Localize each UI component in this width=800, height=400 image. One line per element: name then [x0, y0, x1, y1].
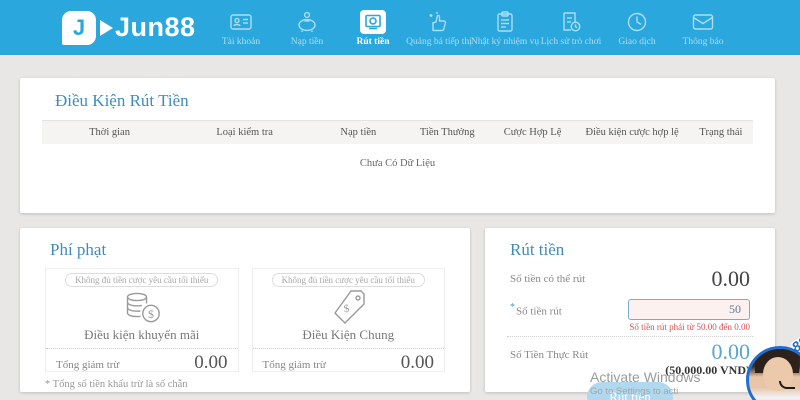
available-amount-label: Số tiền có thể rút: [510, 273, 586, 285]
support-chat-widget[interactable]: Jun88.c: [740, 326, 800, 400]
divider: [42, 120, 753, 121]
withdraw-submit-button[interactable]: Rút tiền: [587, 382, 673, 400]
promotion-icon: [427, 9, 451, 35]
logo-j-icon: J: [62, 10, 96, 45]
clipboard-icon: [494, 9, 516, 35]
penalty-card: Phí phạt Không đủ tiền cược yêu cầu tối …: [20, 228, 470, 392]
withdraw-form-card: Rút tiền Số tiền có thể rút 0.00 *Số tiề…: [485, 228, 775, 400]
general-condition-box: Không đủ tiền cược yêu cầu tối thiểu $ Đ…: [251, 268, 445, 374]
min-bet-badge: Không đủ tiền cược yêu cầu tối thiểu: [65, 273, 219, 287]
empty-state-text: Chưa Có Dữ Liệu: [359, 158, 436, 169]
withdraw-amount-label: *Số tiền rút: [510, 301, 562, 318]
withdraw-amount-row: *Số tiền rút: [485, 299, 775, 320]
penalty-boxes: Không đủ tiền cược yêu cầu tối thiểu $ Đ…: [45, 268, 445, 374]
svg-text:$: $: [148, 307, 154, 321]
withdraw-amount-input[interactable]: [628, 299, 750, 320]
column-header: Nạp tiền: [340, 127, 377, 138]
nav-item-withdraw[interactable]: Rút tiền: [340, 0, 406, 55]
support-agent-avatar: [746, 346, 800, 400]
column-header: Tiền Thưởng: [419, 127, 475, 138]
piggy-bank-icon: [295, 9, 319, 35]
general-total-row: Tổng giảm trừ 0.00: [252, 348, 444, 374]
actual-amount-label: Số Tiền Thực Rút: [510, 349, 589, 361]
id-card-icon: [229, 9, 253, 35]
available-amount-row: Số tiền có thể rút 0.00: [485, 266, 775, 292]
column-header: Loại kiểm tra: [216, 127, 273, 138]
main-nav: Tài khoản Nạp tiền Rút tiền: [208, 0, 736, 55]
clock-icon: [625, 9, 649, 35]
total-deduction-label: Tổng giảm trừ: [262, 359, 326, 371]
jun88-logo[interactable]: J Jun88: [62, 10, 196, 45]
actual-amount-vnd: (50,000.00 VND): [665, 363, 750, 377]
price-tag-icon: $: [253, 289, 445, 327]
total-deduction-label: Tổng giảm trừ: [56, 359, 120, 371]
promo-condition-label: Điều kiện khuyến mãi: [84, 327, 200, 342]
withdraw-form-title: Rút tiền: [510, 240, 565, 259]
mail-icon: [691, 9, 715, 35]
column-header: Thời gian: [89, 127, 130, 138]
logo-play-icon: [100, 19, 113, 36]
column-header: Cược Hợp Lệ: [503, 127, 562, 138]
withdraw-conditions-title: Điều Kiện Rút Tiền: [55, 91, 189, 110]
promo-condition-box: Không đủ tiền cược yêu cầu tối thiểu $ Đ…: [45, 268, 239, 374]
svg-text:$: $: [343, 303, 351, 316]
atm-withdraw-icon: [360, 9, 386, 35]
required-asterisk: *: [510, 301, 515, 313]
nav-item-transactions[interactable]: Giao dịch: [604, 0, 670, 55]
actual-amount-row: Số Tiền Thực Rút 0.00 (50,000.00 VND): [485, 341, 775, 378]
coins-icon: $: [46, 289, 238, 327]
nav-item-affiliate[interactable]: Quảng bá tiếp thị: [406, 0, 472, 55]
top-navigation-bar: J Jun88 Tài khoản Nạp tiề: [0, 0, 800, 55]
total-deduction-value: 0.00: [194, 352, 228, 373]
penalty-title: Phí phạt: [50, 240, 107, 259]
min-bet-badge: Không đủ tiền cược yêu cầu tối thiểu: [271, 273, 425, 287]
nav-item-notifications[interactable]: Thông báo: [670, 0, 736, 55]
conditions-table-header: Thời gian Loại kiểm tra Nạp tiền Tiền Th…: [42, 121, 753, 144]
headset-mic-icon: [779, 381, 795, 389]
nav-item-task-log[interactable]: Nhật ký nhiệm vụ: [471, 0, 539, 55]
divider: [507, 336, 753, 337]
penalty-footnote: * Tổng số tiền khấu trừ là số chẵn: [45, 379, 188, 390]
game-history-icon: [559, 9, 583, 35]
general-condition-label: Điều Kiện Chung: [302, 327, 395, 342]
column-header: Trạng thái: [699, 127, 743, 138]
available-amount-value: 0.00: [711, 266, 751, 291]
actual-amount-value: 0.00: [711, 339, 751, 364]
windows-activation-watermark: Activate Windows Go to Settings to acti: [590, 369, 701, 397]
amount-range-hint: Số tiền rút phải từ 50.00 đến 0.00: [629, 322, 750, 332]
withdraw-conditions-card: Điều Kiện Rút Tiền Thời gian Loại kiểm t…: [20, 78, 775, 213]
promo-total-row: Tổng giảm trừ 0.00: [46, 348, 238, 374]
nav-item-account[interactable]: Tài khoản: [208, 0, 274, 55]
column-header: Điều kiện cược hợp lệ: [585, 127, 679, 138]
nav-item-game-history[interactable]: Lịch sử trò chơi: [538, 0, 604, 55]
nav-item-deposit[interactable]: Nạp tiền: [274, 0, 340, 55]
logo-text: Jun88: [115, 12, 196, 42]
total-deduction-value: 0.00: [400, 352, 434, 373]
